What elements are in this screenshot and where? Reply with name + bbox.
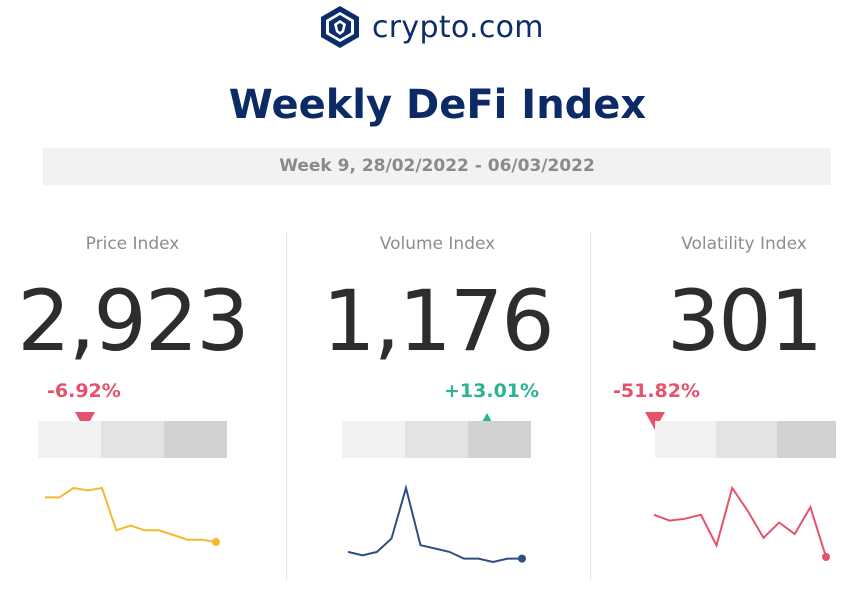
price-sparkline-line [45, 486, 217, 543]
volume-index-sparkline [347, 484, 526, 564]
volume-index-label: Volume Index [379, 234, 496, 254]
brand-logo[interactable]: crypto.com [320, 4, 544, 50]
volatility-sparkline-line [653, 485, 827, 558]
gauge-segment [777, 421, 836, 458]
week-range-label: Week 9, 28/02/2022 - 06/03/2022 [43, 148, 831, 185]
volatility-index-gauge [655, 421, 836, 458]
crypto-com-lion-shield-icon [321, 6, 359, 48]
price-index-change: -6.92% [47, 380, 121, 402]
gauge-segment [342, 421, 405, 458]
price-index-value: 2,923 [17, 272, 249, 370]
gauge-segment [38, 421, 101, 458]
brand-name: crypto.com [372, 9, 544, 45]
volume-index-panel: Volume Index 1,176 +13.01% [320, 230, 555, 590]
volatility-index-sparkline [653, 485, 830, 561]
gauge-segment [468, 421, 531, 458]
page-title: Weekly DeFi Index [228, 82, 647, 128]
gauge-segment [405, 421, 468, 458]
volatility-index-label: Volatility Index [681, 234, 807, 254]
volume-index-value: 1,176 [322, 272, 554, 370]
gauge-segment [101, 421, 164, 458]
volume-sparkline-line [347, 484, 522, 564]
gauge-segment [716, 421, 777, 458]
price-index-label: Price Index [85, 234, 180, 254]
volume-index-gauge [342, 421, 531, 458]
volatility-index-panel: Volatility Index 301 -51.82% [613, 230, 864, 590]
price-index-sparkline [45, 486, 220, 546]
volume-sparkline-endpoint [518, 554, 526, 563]
column-divider [590, 232, 591, 580]
column-divider [286, 232, 287, 580]
gauge-segment [164, 421, 227, 458]
price-index-gauge [38, 421, 227, 458]
gauge-segment [655, 421, 716, 458]
price-sparkline-endpoint [212, 538, 220, 546]
volatility-index-change: -51.82% [613, 380, 701, 402]
volatility-index-value: 301 [666, 272, 823, 370]
price-index-panel: Price Index 2,923 -6.92% [15, 230, 250, 590]
volume-index-change: +13.01% [444, 380, 540, 402]
volatility-sparkline-endpoint [822, 553, 830, 561]
